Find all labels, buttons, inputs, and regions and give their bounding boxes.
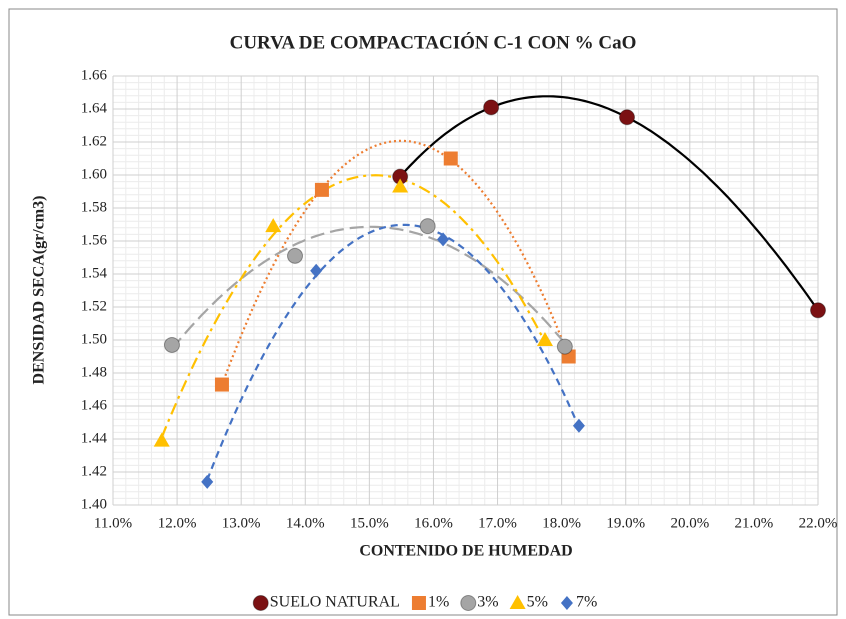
y-tick-label: 1.46	[81, 397, 108, 413]
y-tick-label: 1.48	[81, 364, 107, 380]
legend-label: 5%	[527, 594, 548, 611]
point	[214, 377, 229, 392]
x-tick-label: 18.0%	[542, 515, 581, 531]
y-axis-label: DENSIDAD SECA(gr/cm3)	[31, 196, 48, 385]
point	[572, 418, 585, 433]
point	[437, 232, 450, 247]
point	[392, 178, 409, 193]
point	[619, 109, 636, 126]
y-tick-label: 1.66	[81, 67, 108, 83]
y-tick-label: 1.50	[81, 331, 107, 347]
chart-border	[8, 8, 838, 616]
point	[310, 263, 323, 278]
y-tick-label: 1.62	[81, 133, 107, 149]
point	[556, 338, 573, 355]
x-tick-label: 17.0%	[478, 515, 517, 531]
legend-marker	[460, 595, 477, 611]
legend-marker	[411, 596, 426, 610]
x-tick-label: 16.0%	[414, 515, 453, 531]
x-tick-label: 15.0%	[350, 515, 389, 531]
legend-marker	[560, 596, 573, 610]
point	[153, 432, 170, 447]
point	[163, 336, 180, 353]
trendline	[171, 225, 566, 350]
legend: SUELO NATURAL 1% 3% 5% 7%	[252, 594, 597, 611]
y-tick-label: 1.42	[81, 463, 107, 479]
y-tick-label: 1.60	[81, 166, 107, 182]
x-tick-label: 20.0%	[670, 515, 709, 531]
point	[201, 474, 214, 489]
point	[810, 302, 826, 319]
legend-marker	[509, 595, 526, 609]
x-tick-label: 14.0%	[286, 515, 325, 531]
y-tick-label: 1.64	[81, 100, 108, 116]
point	[536, 332, 553, 346]
x-tick-label: 12.0%	[158, 515, 197, 531]
x-tick-label: 22.0%	[799, 515, 838, 531]
legend-label: SUELO NATURAL	[270, 594, 400, 611]
point	[443, 151, 458, 166]
legend-label: 3%	[477, 594, 498, 611]
point	[483, 99, 500, 116]
y-tick-label: 1.58	[81, 199, 107, 215]
legend-marker	[252, 595, 269, 611]
point	[314, 182, 329, 197]
legend-label: 1%	[428, 594, 449, 611]
y-tick-label: 1.44	[81, 430, 108, 446]
x-tick-label: 21.0%	[735, 515, 774, 531]
y-tick-label: 1.56	[81, 232, 108, 248]
x-tick-label: 11.0%	[94, 515, 132, 531]
y-tick-label: 1.52	[81, 298, 107, 314]
y-tick-label: 1.40	[81, 496, 107, 512]
y-tick-label: 1.54	[81, 265, 108, 281]
trendline	[206, 223, 580, 481]
point	[419, 218, 436, 235]
trendline	[399, 95, 819, 311]
trendline	[160, 174, 546, 438]
chart-title: CURVA DE COMPACTACIÓN C-1 CON % CaO	[230, 31, 637, 53]
trendline	[220, 139, 570, 386]
x-tick-label: 19.0%	[606, 515, 645, 531]
x-tick-label: 13.0%	[222, 515, 261, 531]
point	[287, 247, 304, 264]
point	[265, 218, 282, 233]
x-axis-label: CONTENIDO DE HUMEDAD	[359, 543, 572, 560]
legend-label: 7%	[576, 594, 597, 611]
